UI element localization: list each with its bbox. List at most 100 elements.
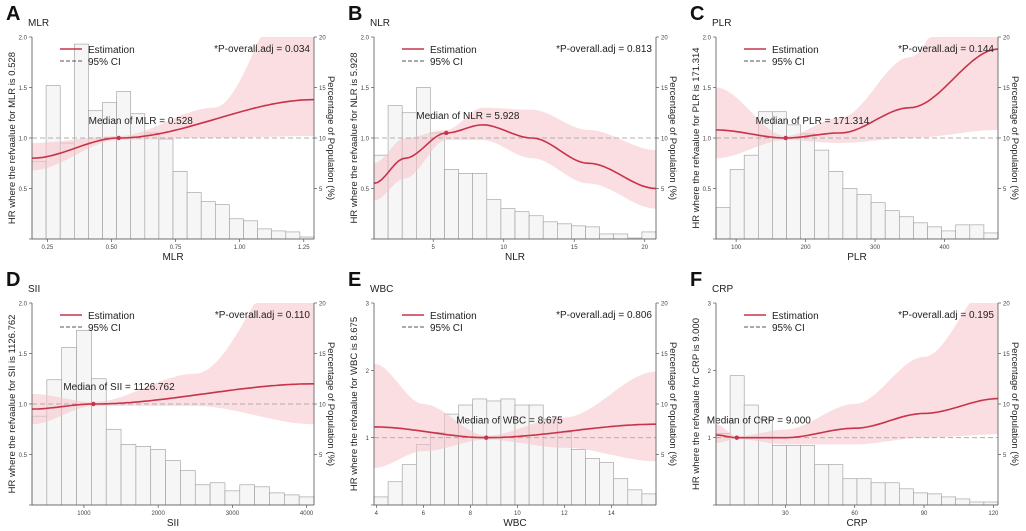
pct-tick-label: 5 <box>1003 187 1007 193</box>
x-tick-label: 100 <box>731 245 742 251</box>
pct-tick-label: 5 <box>319 453 323 459</box>
right-axis-label: Percentage of Population (%) <box>325 342 336 466</box>
histogram-bar <box>814 464 830 506</box>
x-axis-label: WBC <box>503 518 526 529</box>
histogram-bar <box>215 204 230 240</box>
right-axis-label: Percentage of Population (%) <box>1009 342 1020 466</box>
pct-tick-label: 15 <box>319 86 326 92</box>
histogram-bar <box>913 492 928 506</box>
histogram-bar <box>415 444 431 506</box>
histogram-bar <box>116 91 131 240</box>
y-tick-label: 0.5 <box>19 453 28 459</box>
histogram-bar <box>387 481 403 506</box>
histogram-bar <box>856 194 872 240</box>
estimation-curve <box>31 98 315 159</box>
histogram-bar <box>613 233 629 240</box>
panel-letter: D <box>6 269 20 291</box>
legend-estimation-label: Estimation <box>430 45 477 56</box>
histogram-bar <box>239 484 255 506</box>
panel-c: C PLR Median of PLR = 171.314 0.5 1.0 1.5 2.0 5… <box>690 3 1020 263</box>
histogram-bar <box>627 489 643 506</box>
x-tick-label: 20 <box>641 245 648 251</box>
x-tick-label: 60 <box>851 511 858 517</box>
x-tick-label: 0.25 <box>42 245 54 251</box>
y-axis-label: HR where the refvaalue for NLR is 5.928 <box>349 52 360 223</box>
pct-tick-label: 20 <box>1003 36 1010 42</box>
pct-tick-label: 10 <box>661 403 668 409</box>
histogram-bar <box>31 160 47 240</box>
legend-estimation-label: Estimation <box>430 311 477 322</box>
x-tick-label: 5 <box>432 245 436 251</box>
x-tick-label: 10 <box>514 511 521 517</box>
histogram-bar <box>828 464 844 506</box>
y-axis-label: HR where the refvaalue for CRP is 9.000 <box>691 318 702 490</box>
legend-ci-label: 95% CI <box>88 323 121 334</box>
pct-tick-label: 10 <box>319 403 326 409</box>
median-point <box>783 135 788 141</box>
y-tick-label: 2.0 <box>703 36 712 42</box>
x-tick-label: 4000 <box>300 511 314 517</box>
histogram-bar <box>842 478 858 506</box>
panel-letter: F <box>690 269 702 291</box>
histogram-bar <box>613 478 629 506</box>
histogram-bar <box>486 199 502 240</box>
x-tick-label: 0.50 <box>106 245 118 251</box>
x-tick-label: 8 <box>469 511 473 517</box>
median-label: Median of CRP = 9.000 <box>707 416 811 427</box>
histogram-bar <box>172 171 188 240</box>
p-value-label: *P-overall.adj = 0.806 <box>556 310 652 321</box>
x-axis-label: MLR <box>162 252 183 263</box>
legend-ci-label: 95% CI <box>772 323 805 334</box>
histogram-bar <box>31 415 48 506</box>
estimation-curve <box>715 397 999 439</box>
y-tick-label: 2 <box>366 369 370 375</box>
histogram-bar <box>941 230 956 240</box>
histogram-bar <box>898 216 914 240</box>
p-value-label: *P-overall.adj = 0.144 <box>898 44 994 55</box>
x-tick-label: 3000 <box>226 511 240 517</box>
histogram-bar <box>599 462 614 506</box>
panel-d: D SII Median of SII = 1126.762 0.5 1.0 1.5 2.0… <box>6 269 336 529</box>
histogram-bar <box>786 445 801 506</box>
x-axis-label: NLR <box>505 252 525 263</box>
legend-estimation-label: Estimation <box>88 45 135 56</box>
histogram-bar <box>641 231 657 240</box>
histogram-bar <box>842 188 858 240</box>
histogram-bar <box>856 478 872 506</box>
histogram-bar <box>786 124 801 240</box>
panel-title: SII <box>28 284 40 295</box>
histogram-bar <box>542 221 558 240</box>
histogram-bar <box>556 223 572 240</box>
histogram-bar <box>76 329 92 506</box>
histogram-bar <box>135 446 152 506</box>
pct-tick-label: 5 <box>661 187 665 193</box>
histogram-bar <box>743 154 759 240</box>
histogram-bar <box>500 208 516 240</box>
x-tick-label: 4 <box>375 511 379 517</box>
x-tick-label: 1.25 <box>298 245 310 251</box>
histogram-bar <box>271 230 287 240</box>
histogram-bar <box>528 215 544 240</box>
p-value-label: *P-overall.adj = 0.195 <box>898 310 994 321</box>
histogram-bar <box>91 378 107 506</box>
panel-title: PLR <box>712 18 731 29</box>
median-label: Median of PLR = 171.314 <box>756 116 870 127</box>
x-tick-label: 30 <box>782 511 789 517</box>
pct-tick-label: 10 <box>319 137 326 143</box>
histogram-bar <box>969 224 985 240</box>
histogram-bar <box>828 171 844 240</box>
x-tick-label: 14 <box>608 511 615 517</box>
x-tick-label: 10 <box>500 245 507 251</box>
histogram-bar <box>941 496 956 506</box>
histogram-bar <box>927 226 942 240</box>
histogram-bar <box>88 110 103 240</box>
y-tick-label: 2.0 <box>361 36 370 42</box>
x-tick-label: 6 <box>422 511 426 517</box>
